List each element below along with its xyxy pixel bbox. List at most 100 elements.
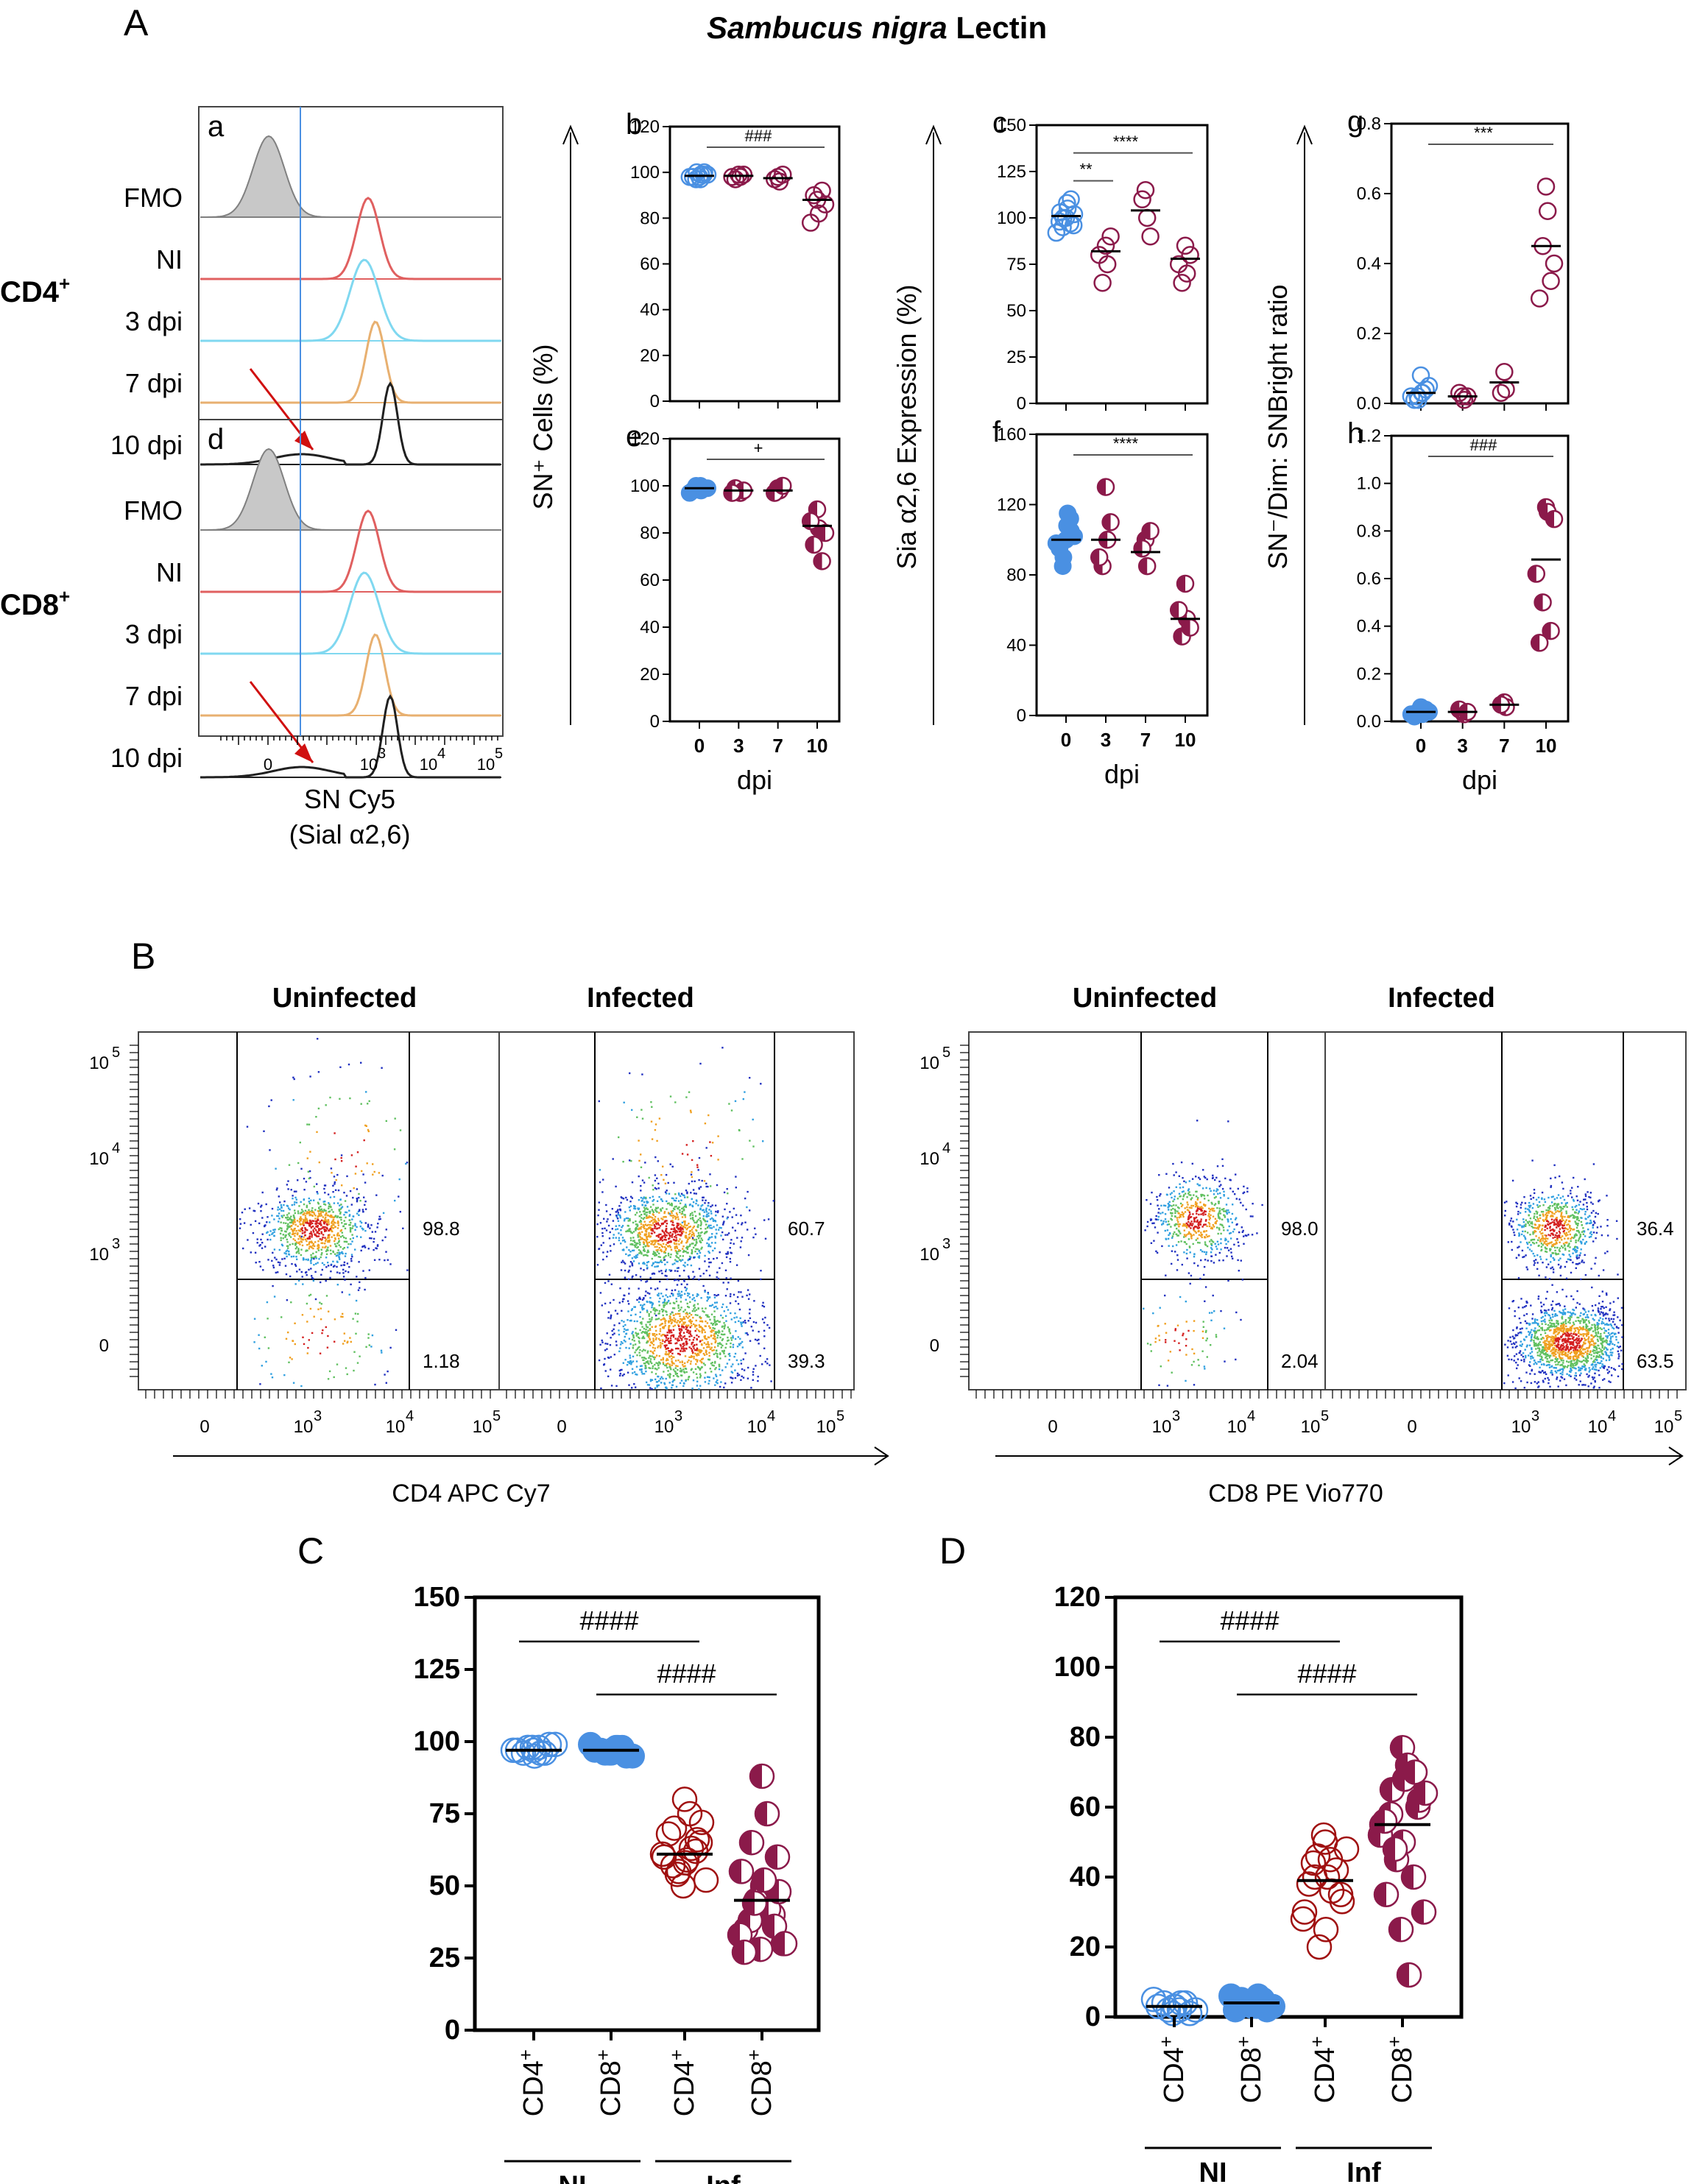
flow-event [669, 1337, 672, 1339]
flow-event [707, 1298, 710, 1300]
data-point [1141, 227, 1160, 246]
flow-event [696, 1248, 699, 1251]
flow-event [688, 1296, 691, 1298]
flow-event [1176, 1269, 1179, 1271]
flow-event [620, 1243, 622, 1245]
flow-event [1227, 1209, 1229, 1212]
flow-event [621, 1374, 624, 1377]
flow-event [284, 1230, 286, 1232]
flow-event [1578, 1220, 1580, 1222]
flow-event [636, 1228, 638, 1230]
flow-event [702, 1363, 705, 1365]
flow-event [638, 1249, 640, 1251]
flow-event [661, 1339, 664, 1341]
flow-event [675, 1239, 678, 1241]
y-tick-label: 80 [640, 523, 660, 543]
flow-event [679, 1361, 681, 1363]
flow-event [674, 1231, 677, 1234]
flow-event [370, 1237, 373, 1240]
flow-event [1171, 1192, 1173, 1194]
flow-event [767, 1218, 770, 1220]
flow-event [1167, 1220, 1170, 1223]
flow-event [331, 1215, 333, 1217]
flow-event [1146, 1225, 1148, 1228]
flow-event [673, 1199, 676, 1201]
flow-event [1204, 1331, 1207, 1333]
flow-event [1583, 1231, 1586, 1233]
histogram-frame [198, 106, 504, 420]
flow-event [730, 1252, 733, 1254]
flow-event [674, 1370, 676, 1372]
flow-event [320, 1242, 322, 1244]
flow-event [679, 1370, 682, 1372]
flow-event [1563, 1229, 1565, 1232]
flow-event [629, 1237, 632, 1240]
flow-event [318, 1258, 320, 1260]
flow-event [691, 1350, 694, 1352]
flow-event [671, 1384, 674, 1386]
flow-event [1182, 1225, 1184, 1227]
flow-event [1149, 1218, 1152, 1220]
flow-event [361, 1229, 364, 1231]
flow-event [665, 1294, 667, 1296]
flow-event [661, 1200, 664, 1202]
flow-event [687, 1238, 689, 1240]
flow-event [1208, 1207, 1210, 1209]
flow-event [704, 1290, 706, 1293]
flow-event [697, 1224, 699, 1226]
flow-event [406, 1162, 409, 1164]
flow-event [287, 1233, 290, 1235]
flow-event [1155, 1250, 1157, 1253]
flow-event [755, 1365, 757, 1367]
flow-event [635, 1242, 638, 1245]
flow-event [340, 1315, 342, 1318]
flow-event [306, 1157, 308, 1159]
flow-event [367, 1223, 370, 1226]
flow-event [1545, 1234, 1547, 1237]
flow-event [1195, 1176, 1197, 1178]
flow-event [336, 1215, 339, 1218]
flow-event [1246, 1234, 1248, 1237]
flow-event [278, 1248, 280, 1251]
flow-event [732, 1363, 734, 1365]
flow-event [658, 1117, 661, 1120]
flow-event [663, 1304, 665, 1307]
flow-event [642, 1224, 644, 1226]
flow-event [680, 1309, 682, 1311]
flow-event [1592, 1209, 1595, 1212]
y-axis-arrow-head [1296, 124, 1313, 145]
flow-event [287, 1180, 289, 1182]
flow-event [628, 1293, 630, 1295]
flow-event [641, 1073, 643, 1075]
flow-event [642, 1246, 645, 1248]
flow-event [650, 1301, 653, 1304]
flow-event [702, 1215, 705, 1218]
flow-event [295, 1201, 298, 1204]
flow-event [1508, 1223, 1511, 1226]
flow-event [1168, 1209, 1170, 1211]
flow-event [1550, 1261, 1552, 1263]
flow-event [696, 1303, 699, 1305]
flow-event [666, 1278, 668, 1281]
flow-event [678, 1335, 680, 1337]
flow-event [308, 1177, 311, 1180]
flow-event [766, 1363, 769, 1365]
flow-event [330, 1226, 333, 1229]
flow-event [356, 1362, 359, 1364]
flow-event [665, 1344, 667, 1346]
flow-event [677, 1270, 679, 1273]
flow-event [760, 1083, 762, 1085]
flow-event [688, 1230, 691, 1232]
flow-event [709, 1173, 711, 1176]
flow-event [315, 1251, 317, 1254]
flow-event [699, 1330, 701, 1332]
flow-event [309, 1220, 311, 1222]
data-point [801, 213, 820, 232]
flow-event [614, 1310, 617, 1312]
flow-event [715, 1229, 717, 1231]
flow-event [659, 1297, 661, 1300]
flow-event [359, 1225, 361, 1228]
flow-event [715, 1305, 717, 1308]
flow-event [644, 1295, 646, 1297]
